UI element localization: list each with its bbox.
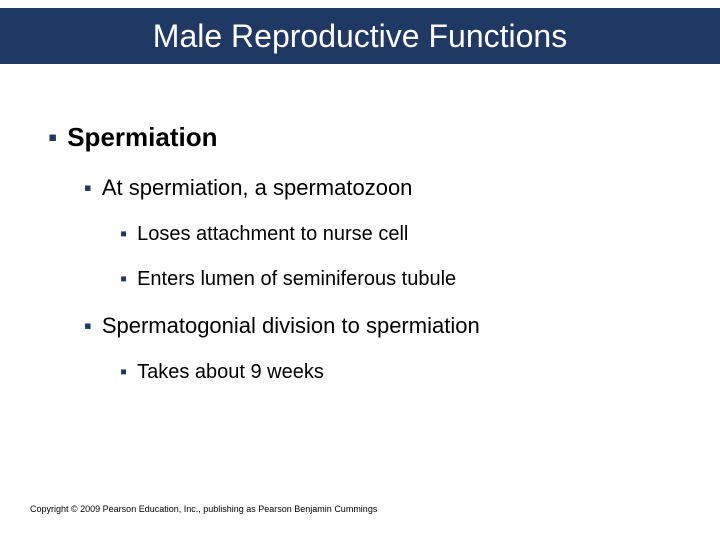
bullet-text: Loses attachment to nurse cell	[137, 223, 408, 246]
slide: Male Reproductive Functions ▪ Spermiatio…	[0, 0, 720, 540]
bullet-text: At spermiation, a spermatozoon	[102, 175, 413, 201]
bullet-marker-icon: ▪	[84, 313, 92, 339]
bullet-lvl3: ▪ Loses attachment to nurse cell	[120, 223, 688, 246]
title-band: Male Reproductive Functions	[0, 8, 720, 64]
bullet-marker-icon: ▪	[120, 268, 127, 291]
bullet-lvl1: ▪ Spermiation	[48, 122, 688, 153]
bullet-lvl2: ▪ Spermatogonial division to spermiation	[84, 313, 688, 339]
content-area: ▪ Spermiation ▪ At spermiation, a sperma…	[48, 110, 688, 392]
bullet-text: Takes about 9 weeks	[137, 361, 324, 384]
bullet-lvl3: ▪ Takes about 9 weeks	[120, 361, 688, 384]
bullet-lvl2: ▪ At spermiation, a spermatozoon	[84, 175, 688, 201]
copyright-footer: Copyright © 2009 Pearson Education, Inc.…	[30, 504, 377, 514]
bullet-marker-icon: ▪	[48, 122, 57, 153]
bullet-marker-icon: ▪	[84, 175, 92, 201]
bullet-lvl3: ▪ Enters lumen of seminiferous tubule	[120, 268, 688, 291]
slide-title: Male Reproductive Functions	[0, 8, 720, 64]
bullet-text: Spermiation	[67, 122, 217, 153]
bullet-marker-icon: ▪	[120, 361, 127, 384]
bullet-text: Enters lumen of seminiferous tubule	[137, 268, 456, 291]
bullet-text: Spermatogonial division to spermiation	[102, 313, 480, 339]
bullet-marker-icon: ▪	[120, 223, 127, 246]
